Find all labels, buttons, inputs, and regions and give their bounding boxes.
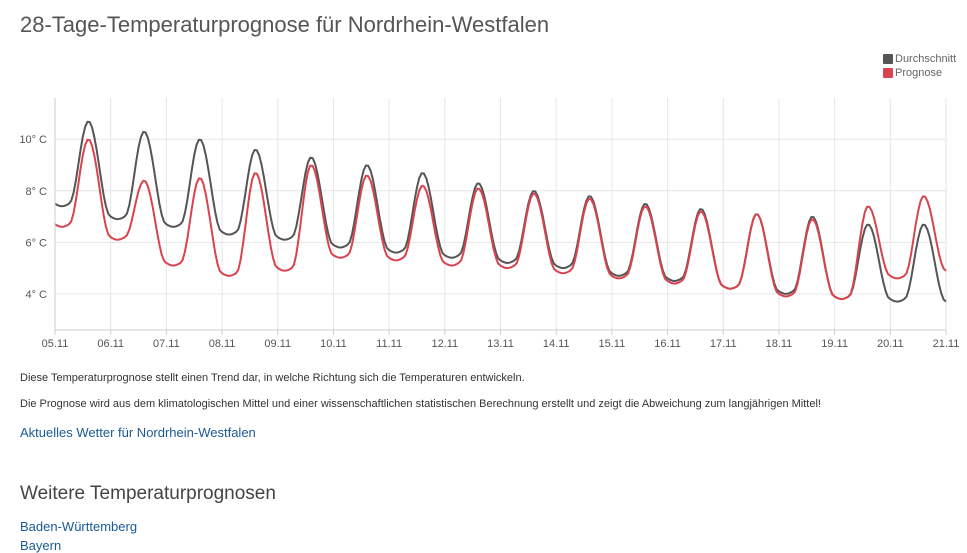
region-link-baden-wuerttemberg[interactable]: Baden-Württemberg — [20, 519, 138, 534]
x-tick-label: 18.11 — [766, 338, 793, 350]
x-tick-label: 09.11 — [264, 338, 291, 350]
section-title: Weitere Temperaturprognosen — [20, 483, 276, 504]
legend-swatch-average — [883, 54, 893, 64]
page-title: 28-Tage-Temperaturprognose für Nordrhein… — [20, 12, 550, 37]
grid-layer — [54, 98, 947, 330]
x-tick-label: 21.11 — [933, 338, 960, 350]
series-line-forecast — [54, 138, 947, 301]
legend-label-average: Durchschnitt — [895, 53, 957, 65]
x-tick-label: 06.11 — [97, 338, 124, 350]
temperature-chart: 4° C 6° C 8° C 10° C 05.11 06.11 07.11 08.11 09.… — [19, 98, 959, 350]
x-tick-label: 13.11 — [487, 338, 514, 350]
x-tick-label: 08.11 — [209, 338, 236, 350]
x-tick-label: 15.11 — [599, 338, 626, 350]
x-tick-label: 17.11 — [710, 338, 737, 350]
axis-layer: 4° C 6° C 8° C 10° C 05.11 06.11 07.11 08.11 09.… — [19, 98, 959, 350]
method-note: Die Prognose wird aus dem klimatologisch… — [20, 398, 821, 410]
legend-item-forecast[interactable]: Prognose — [883, 66, 956, 80]
y-tick-label: 4° C — [25, 289, 47, 301]
legend-item-average[interactable]: Durchschnitt — [883, 52, 956, 66]
y-tick-label: 10° C — [19, 134, 47, 146]
x-tick-label: 19.11 — [821, 338, 848, 350]
x-tick-label: 12.11 — [431, 338, 458, 350]
current-weather-link[interactable]: Aktuelles Wetter für Nordrhein-Westfalen — [20, 425, 256, 440]
x-tick-label: 14.11 — [543, 338, 570, 350]
x-tick-label: 16.11 — [654, 338, 681, 350]
region-link-bayern[interactable]: Bayern — [20, 538, 62, 553]
x-tick-label: 11.11 — [376, 338, 402, 350]
legend-swatch-forecast — [883, 68, 893, 78]
x-tick-label: 07.11 — [153, 338, 180, 350]
series-layer — [54, 120, 947, 303]
x-tick-label: 20.11 — [877, 338, 904, 350]
trend-note: Diese Temperaturprognose stellt einen Tr… — [20, 372, 525, 384]
legend-label-forecast: Prognose — [895, 67, 943, 79]
x-tick-label: 10.11 — [320, 338, 347, 350]
y-tick-label: 6° C — [25, 237, 47, 249]
y-tick-label: 8° C — [25, 186, 47, 198]
chart-legend: Durchschnitt Prognose — [883, 52, 956, 80]
x-tick-label: 05.11 — [42, 338, 69, 350]
